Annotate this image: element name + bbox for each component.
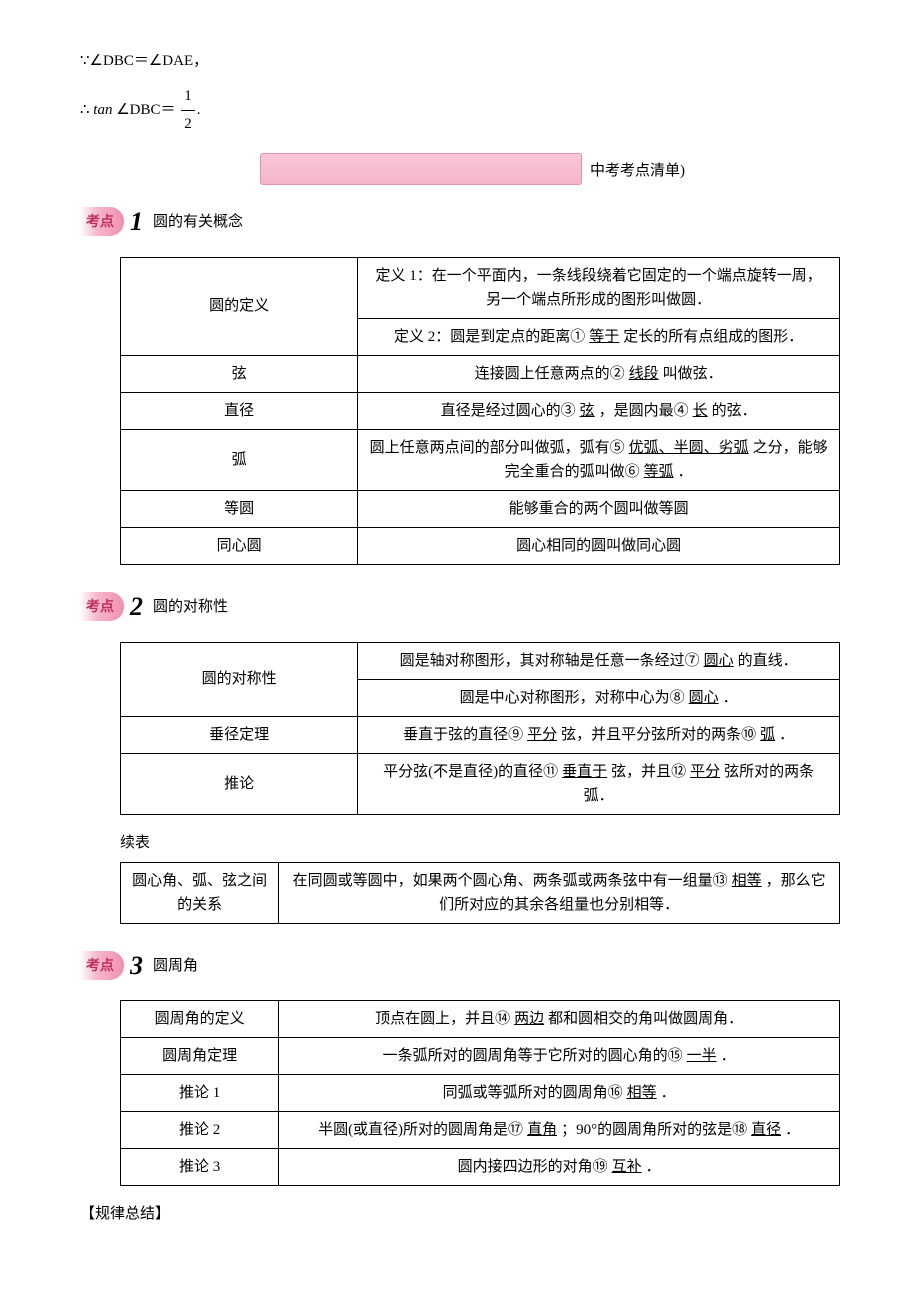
table-concepts: 圆的定义 定义 1：在一个平面内，一条线段绕着它固定的一个端点旋转一周，另一个端… — [120, 257, 840, 565]
banner-row: 中考考点清单) — [80, 153, 840, 185]
cell-label: 圆的定义 — [121, 257, 358, 355]
kaodian-title: 圆周角 — [153, 953, 198, 980]
denominator: 2 — [181, 111, 195, 138]
cell-label: 垂径定理 — [121, 716, 358, 753]
cell-content: 顶点在圆上，并且⑭两边都和圆相交的角叫做圆周角． — [279, 1001, 840, 1038]
cell-label: 圆的对称性 — [121, 642, 358, 716]
cell-label: 同心圆 — [121, 527, 358, 564]
cell-content: 垂直于弦的直径⑨平分弦，并且平分弦所对的两条⑩弧． — [358, 716, 840, 753]
continue-label: 续表 — [120, 830, 840, 857]
table-row: 垂径定理 垂直于弦的直径⑨平分弦，并且平分弦所对的两条⑩弧． — [121, 716, 840, 753]
table-row: 推论 2 半圆(或直径)所对的圆周角是⑰直角；90°的圆周角所对的弦是⑱直径． — [121, 1112, 840, 1149]
cell-content: 圆是中心对称图形，对称中心为⑧圆心． — [358, 679, 840, 716]
table-row: 圆的定义 定义 1：在一个平面内，一条线段绕着它固定的一个端点旋转一周，另一个端… — [121, 257, 840, 318]
table-row: 等圆 能够重合的两个圆叫做等圆 — [121, 490, 840, 527]
cell-label: 弧 — [121, 429, 358, 490]
math-line-2: ∴ tan ∠DBC＝ 1 2 . — [80, 83, 840, 138]
math-text: ∠DBC＝ — [116, 102, 175, 118]
pink-banner — [260, 153, 582, 185]
summary-label: 【规律总结】 — [80, 1201, 840, 1228]
cell-content: 直径是经过圆心的③弦，是圆内最④长的弦． — [358, 392, 840, 429]
table-row: 弦 连接圆上任意两点的②线段叫做弦． — [121, 355, 840, 392]
math-line-1: ∵∠DBC＝∠DAE， — [80, 48, 840, 75]
kaodian-badge: 考点 — [80, 207, 124, 236]
cell-label: 推论 2 — [121, 1112, 279, 1149]
kaodian-badge: 考点 — [80, 951, 124, 980]
cell-content: 定义 1：在一个平面内，一条线段绕着它固定的一个端点旋转一周，另一个端点所形成的… — [358, 257, 840, 318]
math-text: ∴ — [80, 102, 90, 118]
math-text: tan — [93, 102, 112, 118]
table-row: 圆心角、弧、弦之间的关系 在同圆或等圆中，如果两个圆心角、两条弧或两条弦中有一组… — [121, 862, 840, 923]
math-text: . — [197, 102, 201, 118]
math-text: ∵∠DBC＝∠DAE， — [80, 53, 208, 69]
table-row: 圆周角定理 一条弧所对的圆周角等于它所对的圆心角的⑮一半． — [121, 1038, 840, 1075]
cell-content: 同弧或等弧所对的圆周角⑯相等． — [279, 1075, 840, 1112]
cell-content: 圆心相同的圆叫做同心圆 — [358, 527, 840, 564]
cell-content: 在同圆或等圆中，如果两个圆心角、两条弧或两条弦中有一组量⑬相等，那么它们所对应的… — [279, 862, 840, 923]
cell-content: 半圆(或直径)所对的圆周角是⑰直角；90°的圆周角所对的弦是⑱直径． — [279, 1112, 840, 1149]
table-symmetry: 圆的对称性 圆是轴对称图形，其对称轴是任意一条经过⑦圆心的直线． 圆是中心对称图… — [120, 642, 840, 815]
cell-content: 圆上任意两点间的部分叫做弧，弧有⑤优弧、半圆、劣弧之分，能够完全重合的弧叫做⑥等… — [358, 429, 840, 490]
cell-label: 推论 3 — [121, 1149, 279, 1186]
kaodian-title: 圆的对称性 — [153, 594, 228, 621]
cell-label: 弦 — [121, 355, 358, 392]
cell-label: 圆周角定理 — [121, 1038, 279, 1075]
table-row: 直径 直径是经过圆心的③弦，是圆内最④长的弦． — [121, 392, 840, 429]
kaodian-badge: 考点 — [80, 592, 124, 621]
table-row: 弧 圆上任意两点间的部分叫做弧，弧有⑤优弧、半圆、劣弧之分，能够完全重合的弧叫做… — [121, 429, 840, 490]
table-row: 推论 3 圆内接四边形的对角⑲互补． — [121, 1149, 840, 1186]
kaodian-title: 圆的有关概念 — [153, 209, 243, 236]
cell-label: 推论 — [121, 753, 358, 814]
section-header-1: 考点 1 圆的有关概念 — [80, 195, 840, 242]
cell-content: 圆内接四边形的对角⑲互补． — [279, 1149, 840, 1186]
cell-label: 圆周角的定义 — [121, 1001, 279, 1038]
banner-text: 中考考点清单) — [590, 158, 685, 185]
numerator: 1 — [181, 83, 195, 111]
fraction: 1 2 — [181, 83, 195, 138]
cell-content: 能够重合的两个圆叫做等圆 — [358, 490, 840, 527]
table-row: 圆周角的定义 顶点在圆上，并且⑭两边都和圆相交的角叫做圆周角． — [121, 1001, 840, 1038]
cell-content: 圆是轴对称图形，其对称轴是任意一条经过⑦圆心的直线． — [358, 642, 840, 679]
section-header-3: 考点 3 圆周角 — [80, 939, 840, 986]
kaodian-number: 2 — [130, 584, 143, 631]
table-row: 圆的对称性 圆是轴对称图形，其对称轴是任意一条经过⑦圆心的直线． — [121, 642, 840, 679]
cell-label: 等圆 — [121, 490, 358, 527]
table-row: 推论 平分弦(不是直径)的直径⑪垂直于弦，并且⑫平分弦所对的两条弧． — [121, 753, 840, 814]
cell-label: 圆心角、弧、弦之间的关系 — [121, 862, 279, 923]
cell-content: 定义 2：圆是到定点的距离①等于定长的所有点组成的图形． — [358, 318, 840, 355]
table-row: 推论 1 同弧或等弧所对的圆周角⑯相等． — [121, 1075, 840, 1112]
section-header-2: 考点 2 圆的对称性 — [80, 580, 840, 627]
table-row: 同心圆 圆心相同的圆叫做同心圆 — [121, 527, 840, 564]
cell-label: 推论 1 — [121, 1075, 279, 1112]
cell-content: 一条弧所对的圆周角等于它所对的圆心角的⑮一半． — [279, 1038, 840, 1075]
kaodian-number: 3 — [130, 943, 143, 990]
table-symmetry-cont: 圆心角、弧、弦之间的关系 在同圆或等圆中，如果两个圆心角、两条弧或两条弦中有一组… — [120, 862, 840, 924]
cell-label: 直径 — [121, 392, 358, 429]
table-inscribed-angle: 圆周角的定义 顶点在圆上，并且⑭两边都和圆相交的角叫做圆周角． 圆周角定理 一条… — [120, 1000, 840, 1186]
cell-content: 平分弦(不是直径)的直径⑪垂直于弦，并且⑫平分弦所对的两条弧． — [358, 753, 840, 814]
cell-content: 连接圆上任意两点的②线段叫做弦． — [358, 355, 840, 392]
kaodian-number: 1 — [130, 199, 143, 246]
